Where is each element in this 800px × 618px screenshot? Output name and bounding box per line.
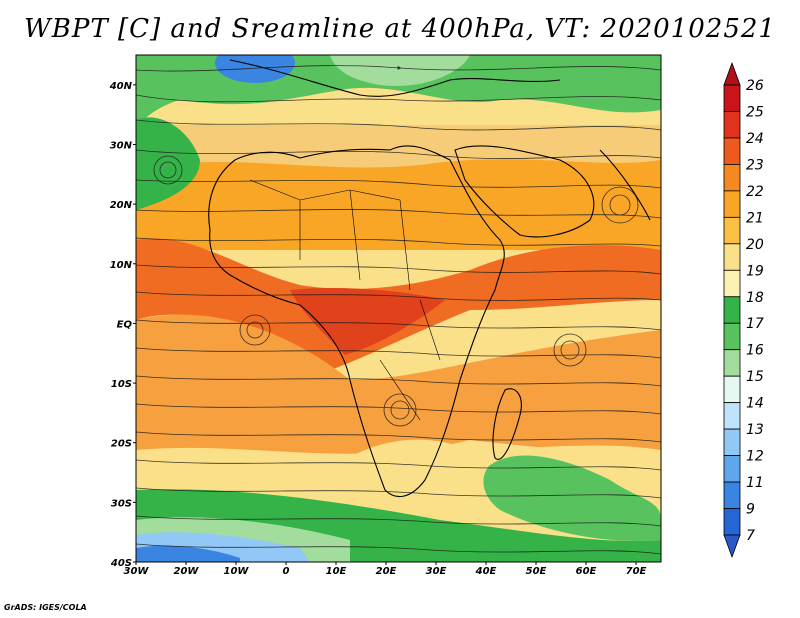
colorbar-label: 22 — [746, 184, 764, 200]
colorbar-swatch — [723, 375, 741, 404]
colorbar-label: 17 — [746, 316, 764, 332]
colorbar-label: 12 — [746, 449, 764, 465]
colorbar-label: 11 — [746, 475, 764, 491]
latitude-axis: 40N 30N 20N 10N EQ 10S 20S 30S 40S — [109, 81, 136, 569]
lon-label: 20E — [376, 566, 397, 577]
country-borders — [249, 179, 441, 421]
map-title: WBPT [C] and Sreamline at 400hPa, VT: 20… — [24, 14, 776, 44]
colorbar-swatch — [723, 402, 741, 430]
shading-light-green-north — [330, 55, 470, 86]
colorbar-label: 18 — [746, 290, 764, 306]
colorbar-swatch — [723, 296, 741, 324]
lat-label: 30S — [111, 498, 132, 509]
colorbar-label: 24 — [746, 131, 764, 147]
longitude-axis: 30W 20W 10W 0 10E 20E 30E 40E 50E 60E 70E — [124, 562, 647, 577]
colorbar-swatch — [723, 428, 741, 456]
lat-label: 40N — [109, 81, 133, 92]
colorbar-swatch — [723, 481, 741, 509]
colorbar-label: 23 — [746, 157, 764, 173]
lon-label: 30W — [124, 566, 150, 577]
shading-darkred-core — [290, 288, 445, 355]
lon-label: 40E — [475, 566, 497, 577]
colorbar-label: 25 — [746, 104, 764, 120]
arabia-coastline — [454, 145, 595, 238]
lat-label: 10N — [110, 260, 133, 271]
colorbar-label: 13 — [746, 422, 764, 438]
colorbar-label: 19 — [746, 263, 764, 279]
shading-blue-south — [136, 545, 240, 562]
lat-label: EQ — [117, 319, 133, 330]
colorbar-label: 16 — [746, 343, 764, 359]
lat-label: 20S — [111, 439, 132, 450]
colorbar-label: 14 — [746, 396, 764, 412]
colorbar-swatch — [723, 111, 741, 139]
shading-orange-north — [136, 159, 661, 250]
lat-label: 40S — [110, 558, 132, 569]
colorbar-swatch — [723, 216, 741, 245]
colorbar-swatch — [723, 137, 741, 165]
lat-label: 20N — [110, 200, 133, 211]
lon-label: 20W — [174, 566, 200, 577]
lon-label: 60E — [576, 566, 597, 577]
colorbar-swatch — [723, 190, 741, 218]
streamlines — [136, 65, 661, 555]
colorbar-label: 26 — [746, 78, 764, 94]
colorbar-swatch — [723, 349, 741, 377]
madagascar-coastline — [492, 388, 522, 460]
colorbar-bottom-triangle — [723, 534, 741, 559]
lon-label: 50E — [526, 566, 547, 577]
lon-label: 30E — [426, 566, 447, 577]
colorbar-label: 7 — [746, 528, 755, 544]
colorbar-swatch — [723, 508, 741, 536]
colorbar-label: 21 — [746, 210, 764, 226]
lon-label: 10W — [224, 566, 250, 577]
colorbar-swatch — [723, 84, 741, 112]
india-coastline — [599, 149, 651, 221]
lat-label: 10S — [111, 379, 132, 390]
colorbar-swatch — [723, 455, 741, 483]
shading-green-southeast — [483, 455, 661, 541]
colorbar-label: 15 — [746, 369, 764, 385]
africa-coastline — [208, 145, 505, 498]
colorbar-swatch — [723, 243, 741, 271]
colorbar-label: 9 — [746, 502, 755, 518]
colorbar-label: 20 — [746, 237, 764, 253]
lon-label: 0 — [283, 566, 290, 577]
coastlines — [208, 59, 651, 498]
grads-credit: GrADS: IGES/COLA — [4, 603, 87, 612]
europe-coastline — [229, 59, 561, 97]
map-frame — [135, 54, 662, 563]
shading-green-west — [136, 117, 200, 210]
colorbar-top-triangle — [723, 61, 741, 86]
colorbar-swatch — [723, 322, 741, 351]
lon-label: 10E — [326, 566, 347, 577]
lon-label: 70E — [626, 566, 647, 577]
colorbar-swatch — [723, 269, 741, 298]
lat-label: 30N — [110, 140, 133, 151]
colorbar-swatch — [723, 164, 741, 192]
shading-blue-north — [215, 55, 295, 83]
